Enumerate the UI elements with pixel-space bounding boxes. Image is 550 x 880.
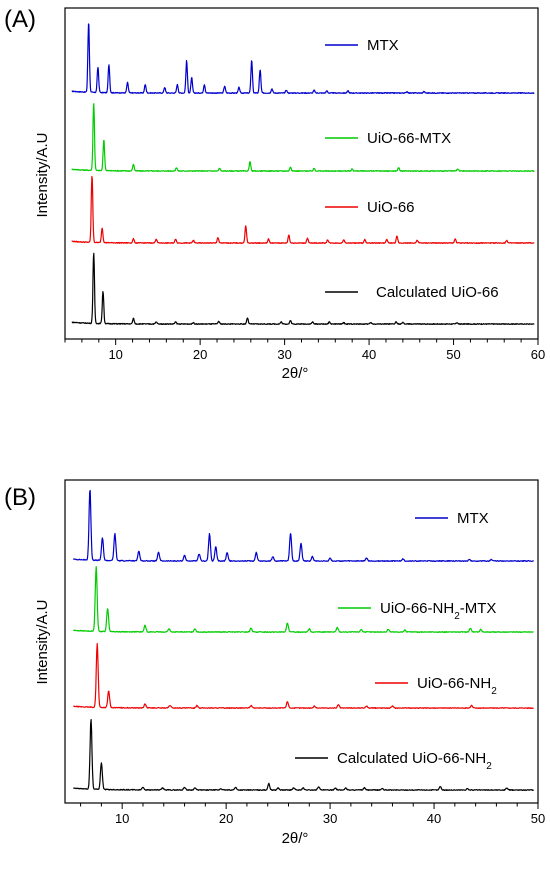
panel-b-series-1-line <box>72 489 535 563</box>
panel-a-legend-uio66-mtx: UiO-66-MTX <box>325 130 451 147</box>
panel-a-x-tick-label-20: 20 <box>193 347 207 362</box>
panel-b-legend-uio66nh2-mtx: UiO-66-NH2-MTX <box>338 600 496 622</box>
panel-a-legend-mtx: MTX <box>325 37 399 54</box>
panel-b-x-axis-title: 2θ/° <box>282 830 309 847</box>
panel-b-x-ticks: 10 20 30 40 50 <box>80 803 545 826</box>
panel-a-legend-uio66-mtx-label: UiO-66-MTX <box>367 130 451 147</box>
panel-a-series-4-line <box>71 252 535 325</box>
panel-a-legend-mtx-label: MTX <box>367 37 399 54</box>
panel-b-legend-uio66nh2: UiO-66-NH2 <box>375 675 497 697</box>
panel-a-series-group <box>71 23 535 325</box>
panel-b-legend-calc-uio66nh2-label: Calculated UiO-66-NH2 <box>337 750 492 772</box>
panel-b-series-2-line <box>73 565 534 634</box>
panel-b-legend-mtx-label: MTX <box>457 510 489 527</box>
panel-b-legend-calc-uio66nh2: Calculated UiO-66-NH2 <box>295 750 492 772</box>
panel-b-legend-mtx: MTX <box>415 510 489 527</box>
panel-a-series-3-line <box>71 175 535 244</box>
panel-b-x-tick-label-50: 50 <box>531 811 545 826</box>
panel-a-x-tick-label-40: 40 <box>362 347 376 362</box>
panel-a-x-axis-title: 2θ/° <box>282 365 309 382</box>
panel-a: (A) 10 20 30 40 50 60 2θ/° Intensity/A.U MTX … <box>4 6 545 382</box>
panel-a-y-axis-title: Intensity/A.U <box>34 132 51 217</box>
panel-a-legend-uio66: UiO-66 <box>325 199 415 216</box>
panel-b-legend-uio66nh2-mtx-label: UiO-66-NH2-MTX <box>380 600 496 622</box>
panel-a-series-1-line <box>71 23 535 95</box>
panel-a-legend-calc-uio66: Calculated UiO-66 <box>325 284 499 301</box>
panel-a-x-tick-label-10: 10 <box>108 347 122 362</box>
panel-a-x-tick-label-50: 50 <box>446 347 460 362</box>
panel-b: (B) 10 20 30 40 50 2θ/° Intensity/A.U MTX Ui… <box>4 479 545 847</box>
panel-a-x-ticks: 10 20 30 40 50 60 <box>64 339 545 362</box>
panel-a-series-2-line <box>71 103 535 172</box>
panel-b-legend-uio66nh2-label: UiO-66-NH2 <box>417 675 497 697</box>
panel-a-legend-calc-uio66-label: Calculated UiO-66 <box>376 284 499 301</box>
panel-b-label: (B) <box>4 484 36 511</box>
panel-b-x-tick-label-10: 10 <box>115 811 129 826</box>
panel-b-frame <box>64 479 539 804</box>
panel-a-label: (A) <box>4 6 36 33</box>
panel-b-series-3-line <box>73 642 534 710</box>
panel-a-legend-uio66-label: UiO-66 <box>367 199 415 216</box>
panel-b-series-4-line <box>72 718 535 792</box>
panel-b-x-tick-label-30: 30 <box>323 811 337 826</box>
panel-b-y-axis-title: Intensity/A.U <box>34 599 51 684</box>
panel-b-x-tick-label-20: 20 <box>219 811 233 826</box>
panel-a-x-tick-label-30: 30 <box>277 347 291 362</box>
panel-b-x-tick-label-40: 40 <box>427 811 441 826</box>
panel-a-x-tick-label-60: 60 <box>531 347 545 362</box>
panel-b-series-group <box>72 489 535 792</box>
